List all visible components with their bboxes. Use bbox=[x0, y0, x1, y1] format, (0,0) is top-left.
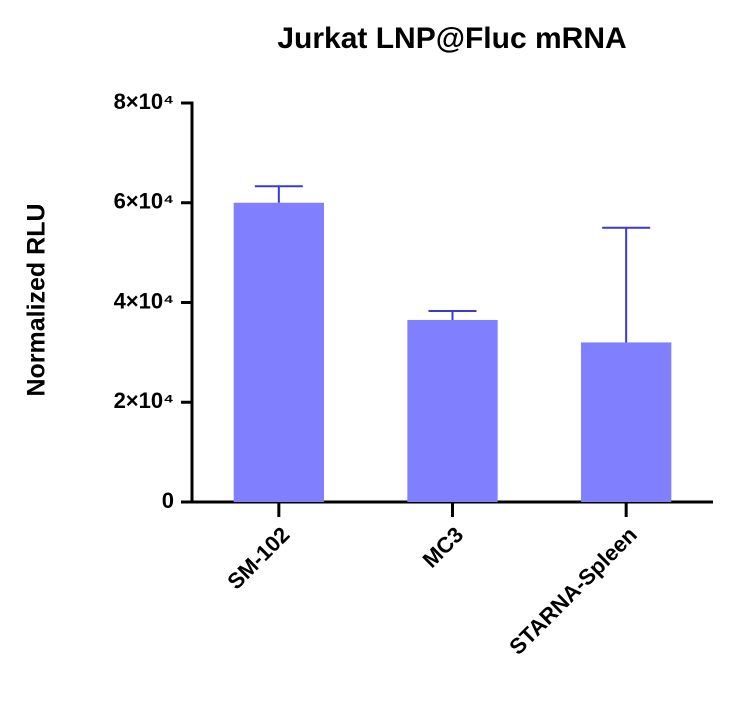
error-bar bbox=[602, 226, 651, 343]
y-tick-label: 0 bbox=[162, 488, 174, 513]
bar bbox=[233, 202, 324, 502]
y-axis-label: Normalized RLU bbox=[23, 203, 51, 396]
chart-title: Jurkat LNP@Fluc mRNA bbox=[277, 22, 626, 55]
bar bbox=[581, 342, 672, 502]
error-bar bbox=[254, 185, 303, 203]
x-tick-label: SM-102 bbox=[222, 522, 294, 594]
y-tick-label: 8×10⁴ bbox=[114, 89, 174, 114]
x-tick-label: MC3 bbox=[418, 522, 469, 573]
bar bbox=[407, 319, 498, 502]
y-tick-label: 6×10⁴ bbox=[114, 189, 174, 214]
y-tick-label: 2×10⁴ bbox=[114, 388, 174, 413]
y-tick-label: 4×10⁴ bbox=[114, 288, 174, 313]
error-bar bbox=[428, 309, 477, 320]
x-tick-label: STARNA-Spleen bbox=[504, 522, 642, 660]
